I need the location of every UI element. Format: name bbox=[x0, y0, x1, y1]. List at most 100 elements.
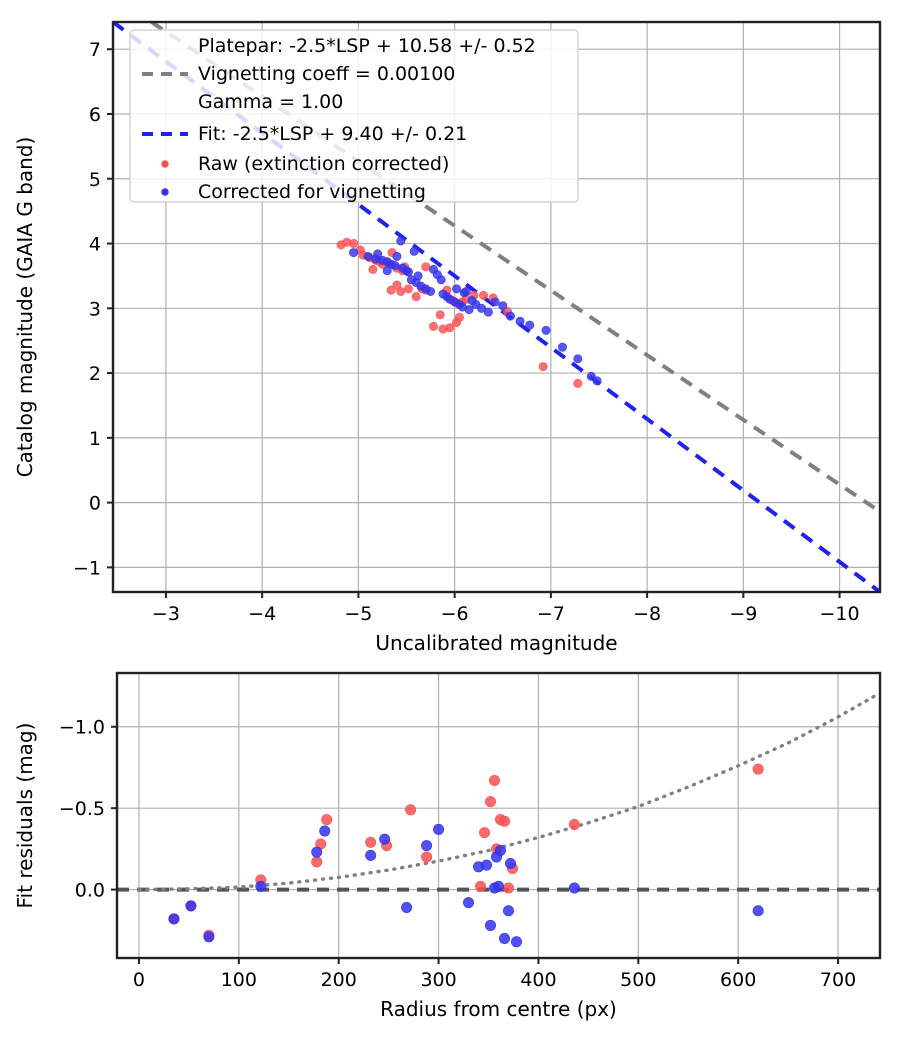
x-tick-label: 0 bbox=[133, 969, 145, 991]
x-tick-label: 400 bbox=[520, 969, 556, 991]
vignetting-curve bbox=[137, 692, 880, 892]
x-tick-label: 500 bbox=[620, 969, 656, 991]
data-point bbox=[573, 354, 583, 364]
data-point bbox=[485, 796, 497, 808]
y-tick-label: 5 bbox=[89, 169, 101, 191]
data-point bbox=[492, 880, 504, 892]
data-point bbox=[479, 827, 491, 839]
platepar-line bbox=[150, 22, 880, 514]
data-point bbox=[479, 290, 489, 300]
legend-label: Corrected for vignetting bbox=[198, 181, 426, 203]
data-point bbox=[541, 325, 551, 335]
y-tick-label: 0.0 bbox=[75, 880, 105, 902]
x-tick-label: 700 bbox=[820, 969, 856, 991]
y-axis-label: Catalog magnitude (GAIA G band) bbox=[13, 137, 37, 478]
data-point bbox=[435, 310, 445, 320]
data-point bbox=[510, 936, 522, 948]
data-point bbox=[568, 882, 580, 894]
data-point bbox=[483, 307, 493, 317]
data-point bbox=[752, 763, 764, 775]
data-point bbox=[475, 880, 487, 892]
data-point bbox=[568, 818, 580, 830]
data-point bbox=[311, 846, 323, 858]
x-tick-label: −7 bbox=[537, 603, 565, 625]
data-point bbox=[477, 303, 487, 313]
data-point bbox=[452, 284, 462, 294]
data-point bbox=[752, 905, 764, 917]
data-point bbox=[349, 248, 359, 258]
data-point bbox=[401, 902, 413, 914]
x-axis-label: Radius from centre (px) bbox=[380, 997, 617, 1021]
data-point bbox=[411, 292, 421, 302]
data-point bbox=[502, 905, 514, 917]
data-point bbox=[463, 897, 475, 909]
residuals-plot: 0 100 200 300 400 500 600 700 0.0 −0.5 −1.0 Radius … bbox=[13, 671, 882, 1021]
legend-label: Vignetting coeff = 0.00100 bbox=[198, 63, 455, 85]
x-tick-label: 100 bbox=[221, 969, 257, 991]
data-point bbox=[413, 271, 423, 281]
tick-labels: 0 100 200 300 400 500 600 700 0.0 −0.5 −1.0 bbox=[59, 717, 856, 991]
data-point bbox=[403, 284, 413, 294]
data-point bbox=[255, 880, 267, 892]
data-point bbox=[168, 913, 180, 925]
x-tick-label: −8 bbox=[633, 603, 661, 625]
y-tick-label: 7 bbox=[89, 39, 101, 61]
legend-handle-raw bbox=[161, 160, 169, 168]
x-tick-label: 600 bbox=[720, 969, 756, 991]
x-tick-label: −9 bbox=[729, 603, 757, 625]
data-point bbox=[490, 297, 500, 307]
data-point bbox=[421, 262, 431, 272]
legend: Platepar: -2.5*LSP + 10.58 +/- 0.52 Vigne… bbox=[129, 29, 579, 203]
y-tick-label: 2 bbox=[89, 363, 101, 385]
x-tick-label: −5 bbox=[344, 603, 372, 625]
data-point bbox=[382, 266, 392, 276]
data-point bbox=[498, 301, 508, 311]
y-tick-label: 3 bbox=[89, 298, 101, 320]
data-point bbox=[498, 815, 510, 827]
x-tick-label: 200 bbox=[321, 969, 357, 991]
gridlines bbox=[117, 673, 880, 958]
axes-frame bbox=[111, 20, 882, 594]
data-point bbox=[428, 321, 438, 331]
photometry-fit-plot: −3 −4 −5 −6 −7 −8 −9 −10−101234567Uncalibrated … bbox=[13, 20, 882, 655]
data-point bbox=[379, 833, 391, 845]
corrected-residual-points-group bbox=[168, 823, 764, 948]
data-point bbox=[573, 378, 583, 388]
y-axis-label: Fit residuals (mag) bbox=[13, 723, 37, 909]
y-tick-label: 4 bbox=[89, 234, 101, 256]
data-point bbox=[403, 267, 413, 277]
y-tick-label: −0.5 bbox=[59, 798, 105, 820]
data-point bbox=[489, 774, 501, 786]
data-point bbox=[396, 286, 406, 296]
data-point bbox=[421, 851, 433, 863]
x-tick-label: −3 bbox=[152, 603, 180, 625]
data-point bbox=[405, 804, 417, 816]
data-point bbox=[421, 840, 433, 852]
data-point bbox=[525, 320, 535, 330]
x-tick-label: −10 bbox=[820, 603, 860, 625]
x-axis-label: Uncalibrated magnitude bbox=[375, 631, 617, 655]
data-point bbox=[502, 882, 514, 894]
data-point bbox=[592, 376, 602, 386]
corrected-points-group bbox=[349, 236, 602, 386]
data-point bbox=[494, 845, 506, 857]
data-point bbox=[485, 919, 497, 931]
data-point bbox=[368, 264, 378, 274]
data-point bbox=[203, 931, 215, 943]
data-point bbox=[461, 286, 471, 296]
x-tick-label: −6 bbox=[441, 603, 469, 625]
legend-box bbox=[129, 29, 579, 203]
data-point bbox=[515, 316, 525, 326]
legend-label: Raw (extinction corrected) bbox=[198, 153, 449, 175]
data-point bbox=[433, 823, 445, 835]
axes-frame bbox=[115, 671, 882, 960]
data-point bbox=[373, 249, 383, 259]
y-tick-label: 1 bbox=[89, 428, 101, 450]
data-point bbox=[505, 311, 515, 321]
legend-handle-corrected bbox=[161, 188, 169, 196]
data-point bbox=[336, 240, 346, 250]
data-point bbox=[498, 932, 510, 944]
legend-label: Platepar: -2.5*LSP + 10.58 +/- 0.52 bbox=[198, 35, 536, 57]
